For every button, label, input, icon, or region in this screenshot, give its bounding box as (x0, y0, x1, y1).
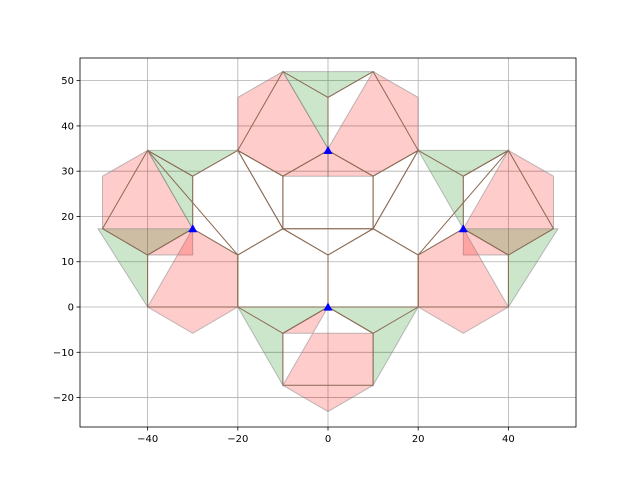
y-tick-label: −10 (53, 348, 74, 359)
x-tick-label: −40 (137, 434, 158, 445)
x-tick-label: 0 (325, 434, 331, 445)
markers (188, 145, 468, 311)
y-tick-label: 20 (61, 212, 74, 223)
triangle-marker (188, 224, 198, 233)
y-axis-ticks: −20 −10 0 10 20 30 40 50 (53, 76, 80, 404)
y-tick-label: 40 (61, 121, 74, 132)
y-tick-label: −20 (53, 393, 74, 404)
x-tick-label: −20 (227, 434, 248, 445)
triangle-marker (458, 224, 468, 233)
y-tick-label: 0 (68, 303, 74, 314)
triangle-marker (323, 145, 333, 154)
x-axis-ticks: −40 −20 0 20 40 (137, 427, 515, 445)
triangle-marker (323, 302, 333, 311)
y-tick-label: 50 (61, 76, 74, 87)
x-tick-label: 40 (502, 434, 515, 445)
y-tick-label: 10 (61, 257, 74, 268)
x-tick-label: 20 (412, 434, 425, 445)
tile-outline (282, 306, 374, 386)
y-tick-label: 30 (61, 167, 74, 178)
tiles (101, 70, 555, 386)
tile-outline (327, 70, 419, 177)
